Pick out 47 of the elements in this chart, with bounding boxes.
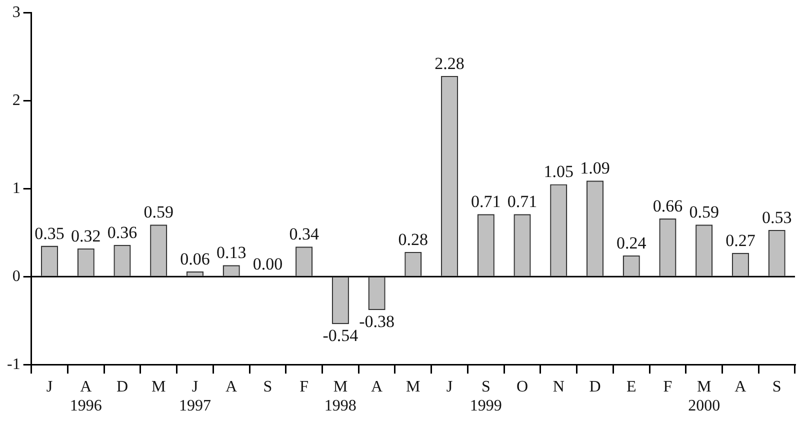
data-label: 0.36 (107, 222, 138, 242)
data-label: 0.24 (616, 233, 647, 252)
data-label: 0.66 (652, 196, 683, 216)
data-label: 0.00 (252, 254, 283, 274)
data-label: 0.28 (398, 230, 428, 249)
data-label: -0.38 (359, 312, 395, 332)
x-tick-label: D (116, 378, 128, 396)
data-label: 0.59 (689, 202, 719, 222)
y-tick-label: 1 (12, 180, 20, 197)
y-tick-label: 3 (12, 4, 20, 21)
x-tick-label: A 1996 (70, 378, 102, 415)
y-tick-label: 2 (12, 92, 20, 109)
data-label: 0.71 (507, 192, 538, 212)
y-tick-label: 0 (12, 268, 20, 285)
x-tick-label: N (552, 378, 565, 396)
x-tick-label: S (772, 378, 782, 396)
x-tick-label: J (446, 378, 453, 396)
x-tick-label: J 1997 (178, 378, 211, 415)
x-tick-label: M (151, 378, 166, 396)
data-label: 2.28 (434, 54, 464, 73)
x-tick-label: A (371, 378, 384, 396)
data-label: 0.71 (471, 192, 501, 212)
x-tick-label: S 1999 (470, 378, 502, 415)
data-label: 0.06 (180, 249, 210, 268)
x-tick-label: S (263, 378, 272, 396)
data-label: 1.09 (580, 158, 610, 178)
data-label: 0.13 (216, 243, 246, 262)
x-tick-label: J (46, 378, 53, 396)
data-label: 0.34 (289, 224, 320, 244)
x-tick-label: M (406, 378, 420, 396)
data-label: -0.54 (322, 326, 359, 346)
x-tick-label: E (626, 378, 636, 396)
data-label: 1.05 (544, 162, 574, 182)
x-tick-label: M 2000 (688, 378, 720, 415)
data-label: 0.32 (71, 226, 101, 246)
x-tick-label: D (589, 378, 601, 396)
data-label: 0.27 (726, 230, 756, 250)
x-tick-label: F (300, 378, 309, 396)
x-tick-label: F (663, 378, 672, 396)
x-tick-label: A (226, 378, 238, 396)
data-label: 0.59 (144, 202, 174, 222)
y-tick-label: -1 (7, 356, 20, 373)
data-label: 0.53 (762, 208, 792, 227)
x-tick-label: M 1998 (324, 378, 356, 415)
data-label: 0.35 (34, 224, 64, 243)
x-tick-label: A (734, 378, 747, 396)
x-tick-label: O (516, 378, 528, 396)
